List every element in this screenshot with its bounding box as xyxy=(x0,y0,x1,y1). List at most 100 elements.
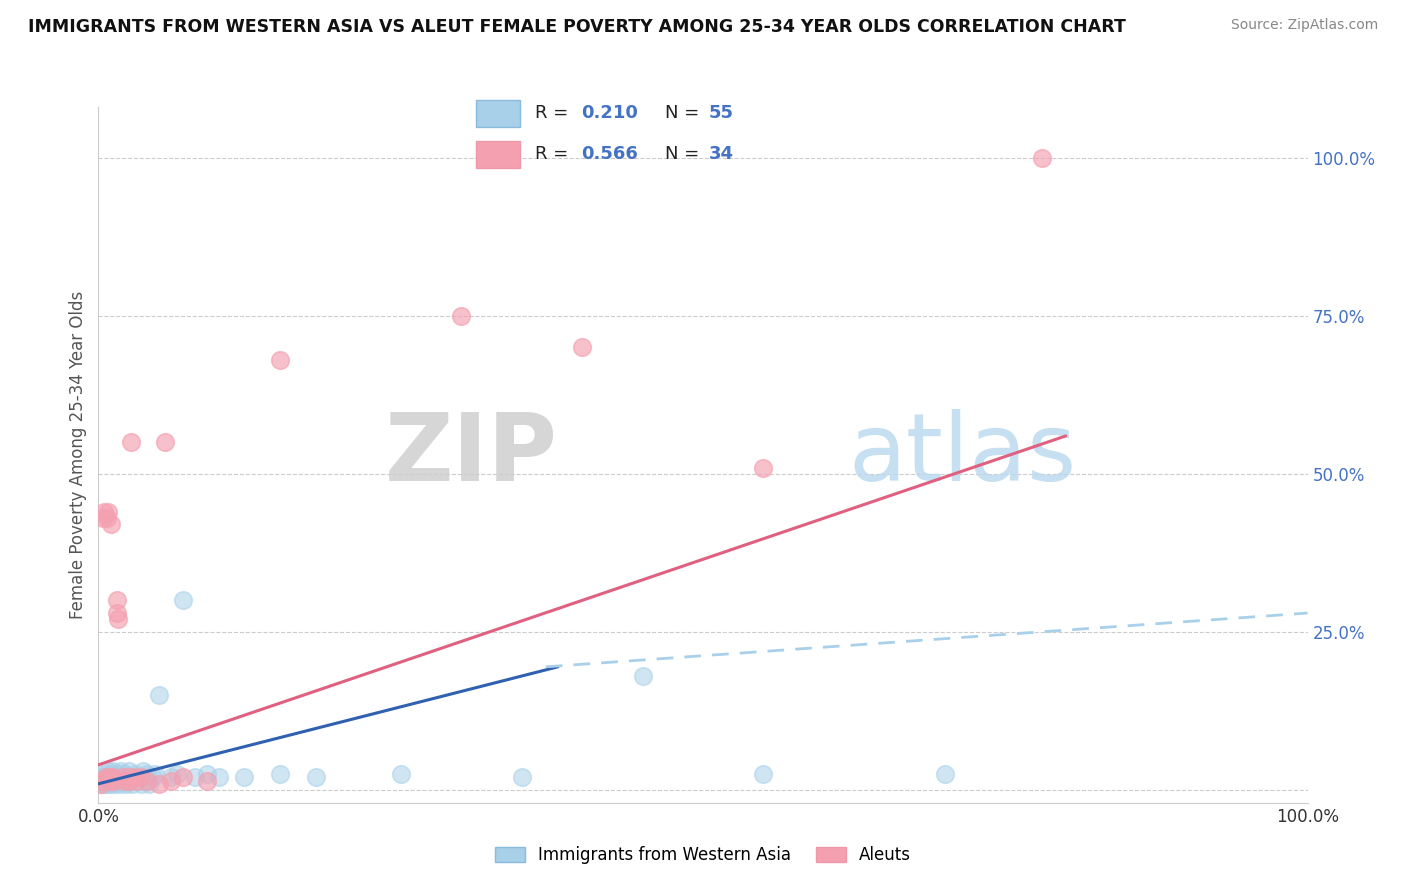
Point xyxy=(107,773,129,788)
Point xyxy=(208,771,231,785)
Point xyxy=(94,771,117,785)
Point xyxy=(105,606,128,620)
Point xyxy=(160,773,183,788)
Text: ZIP: ZIP xyxy=(385,409,558,501)
Point xyxy=(97,773,120,788)
Point xyxy=(752,460,775,475)
Point xyxy=(93,767,115,781)
Point xyxy=(118,773,141,788)
Point xyxy=(108,771,131,785)
Text: IMMIGRANTS FROM WESTERN ASIA VS ALEUT FEMALE POVERTY AMONG 25-34 YEAR OLDS CORRE: IMMIGRANTS FROM WESTERN ASIA VS ALEUT FE… xyxy=(28,18,1126,36)
Point xyxy=(98,771,121,785)
Point xyxy=(91,773,114,788)
Point xyxy=(148,688,170,702)
Point xyxy=(124,767,146,781)
FancyBboxPatch shape xyxy=(477,100,520,127)
Text: atlas: atlas xyxy=(848,409,1077,501)
Point xyxy=(120,771,142,785)
Point xyxy=(631,669,654,683)
Point xyxy=(91,773,114,788)
Text: 55: 55 xyxy=(709,104,734,122)
Point xyxy=(160,771,183,785)
Point xyxy=(269,767,291,781)
Point xyxy=(571,340,593,354)
Point xyxy=(104,777,127,791)
FancyBboxPatch shape xyxy=(477,141,520,168)
Point xyxy=(91,511,114,525)
Point xyxy=(90,777,112,791)
Point xyxy=(127,773,149,788)
Point xyxy=(129,777,152,791)
Point xyxy=(195,773,218,788)
Point xyxy=(107,612,129,626)
Point xyxy=(101,771,124,785)
Point xyxy=(132,764,155,779)
Text: R =: R = xyxy=(536,145,574,163)
Point xyxy=(120,435,142,450)
Point xyxy=(105,593,128,607)
Point xyxy=(96,777,118,791)
Point xyxy=(934,767,956,781)
Point xyxy=(195,767,218,781)
Point xyxy=(94,771,117,785)
Point xyxy=(232,771,254,785)
Point xyxy=(166,767,188,781)
Point xyxy=(124,771,146,785)
Legend: Immigrants from Western Asia, Aleuts: Immigrants from Western Asia, Aleuts xyxy=(488,839,918,871)
Point xyxy=(115,777,138,791)
Point xyxy=(135,773,157,788)
Point xyxy=(111,767,134,781)
Point xyxy=(129,771,152,785)
Point xyxy=(100,773,122,788)
Text: N =: N = xyxy=(665,145,704,163)
Point xyxy=(269,353,291,368)
Point xyxy=(93,777,115,791)
Point xyxy=(97,505,120,519)
Point xyxy=(101,764,124,779)
Text: 0.210: 0.210 xyxy=(582,104,638,122)
Point xyxy=(100,777,122,791)
Point xyxy=(143,767,166,781)
Point xyxy=(127,773,149,788)
Point xyxy=(98,771,121,785)
Point xyxy=(93,505,115,519)
Point xyxy=(510,771,533,785)
Point xyxy=(108,777,131,791)
Point xyxy=(103,773,125,788)
Point xyxy=(111,773,134,788)
Point xyxy=(96,511,118,525)
Point xyxy=(752,767,775,781)
Point xyxy=(142,771,165,785)
Point xyxy=(135,767,157,781)
Text: R =: R = xyxy=(536,104,574,122)
Point xyxy=(91,771,114,785)
Point xyxy=(172,771,194,785)
Point xyxy=(111,771,134,785)
Point xyxy=(134,771,156,785)
Point xyxy=(389,767,412,781)
Point xyxy=(450,309,472,323)
Point xyxy=(138,777,160,791)
Point xyxy=(184,771,207,785)
Point xyxy=(1031,151,1053,165)
Point xyxy=(110,764,132,779)
Point xyxy=(127,771,149,785)
Point xyxy=(118,773,141,788)
Point xyxy=(121,777,143,791)
Point xyxy=(90,777,112,791)
Point xyxy=(105,767,128,781)
Point xyxy=(100,767,122,781)
Point xyxy=(103,771,125,785)
Point xyxy=(100,517,122,532)
Point xyxy=(97,764,120,779)
Point xyxy=(114,773,136,788)
Text: 34: 34 xyxy=(709,145,734,163)
Text: Source: ZipAtlas.com: Source: ZipAtlas.com xyxy=(1230,18,1378,32)
Point xyxy=(148,777,170,791)
Y-axis label: Female Poverty Among 25-34 Year Olds: Female Poverty Among 25-34 Year Olds xyxy=(69,291,87,619)
Point xyxy=(114,771,136,785)
Point xyxy=(101,773,124,788)
Point xyxy=(118,771,141,785)
Text: 0.566: 0.566 xyxy=(582,145,638,163)
Point xyxy=(305,771,328,785)
